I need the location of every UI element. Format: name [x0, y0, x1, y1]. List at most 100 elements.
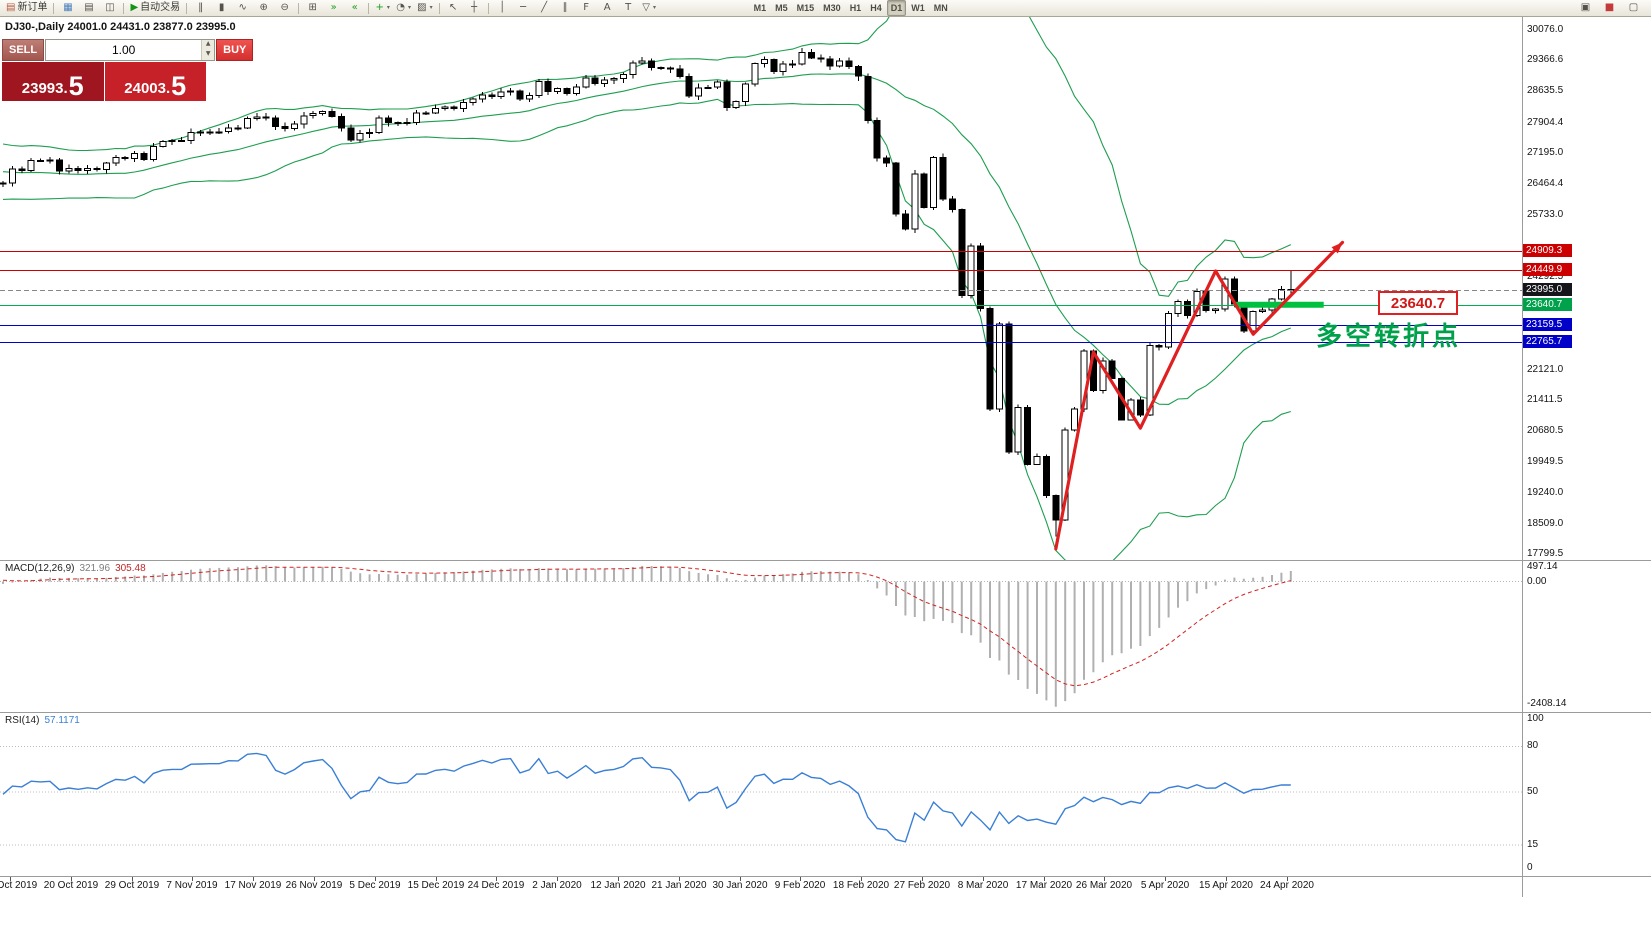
bar-chart-button[interactable]: ‖: [190, 0, 211, 17]
toolbar-separator: [487, 2, 489, 14]
auto-scroll-button[interactable]: »: [323, 0, 344, 17]
fibonacci-button[interactable]: F: [576, 0, 597, 17]
tile-windows-icon: ⊞: [308, 2, 317, 13]
text-label-button[interactable]: T: [618, 0, 639, 17]
toolbar-separator: [186, 2, 188, 14]
rsi-value: 57.1171: [44, 715, 80, 726]
price-tag-label: 23640.7: [1378, 291, 1458, 315]
toolbar: ▤ 新订单 ▦ ▤ ◫ ▶ 自动交易 ‖ ▮ ∿ ⊕ ⊖ ⊞» «+ ▾ ◔ ▾ ▨ ▾ ↖ ┼ │ ─ ╱ ∥ F A T ▽ ▾ M1 M…: [0, 0, 1651, 17]
new-order-label: 新订单: [17, 2, 48, 13]
buy-price-pip: 5: [171, 70, 187, 101]
dropdown-arrow-icon: ▾: [408, 4, 412, 11]
one-click-trading-panel: SELL ▲ ▼ BUY 23993.5 24003.5: [2, 39, 254, 101]
buy-price-dot: .: [166, 80, 171, 98]
auto-trading-button[interactable]: ▶ 自动交易: [127, 0, 183, 17]
sell-price-pip: 5: [68, 70, 84, 101]
add-indicator-button[interactable]: + ▾: [372, 0, 393, 17]
market-watch-icon: ▤: [84, 2, 94, 13]
candlestick-chart-button[interactable]: ▮: [211, 0, 232, 17]
rsi-pane-layer: [0, 745, 1522, 846]
charts-grid-button[interactable]: ▦: [57, 0, 78, 17]
toolbar-separator: [368, 2, 370, 14]
buy-price-whole: 24003: [124, 80, 166, 98]
templates-button[interactable]: ▨ ▾: [414, 0, 435, 17]
zoom-in-icon: ⊕: [259, 2, 268, 13]
auto-trading-label: 自动交易: [140, 2, 181, 13]
chart-shift-button[interactable]: «: [344, 0, 365, 17]
tile-windows-button[interactable]: ⊞: [302, 0, 323, 17]
rsi-name: RSI(14): [5, 715, 40, 726]
macd-main-value: 321.96: [79, 563, 111, 574]
crosshair-icon: ┼: [471, 2, 478, 13]
time-scale[interactable]: [0, 877, 1522, 897]
macd-label: MACD(12,26,9) 321.96 305.48: [5, 563, 146, 574]
arrow-tools-icon: ▽: [642, 2, 650, 13]
data-window-button[interactable]: ◫: [99, 0, 120, 17]
toolbar-separator: [298, 2, 300, 14]
sell-button[interactable]: SELL: [2, 39, 45, 61]
periods-icon: ◔: [396, 2, 406, 13]
macd-pane-layer: [0, 565, 1522, 707]
timeframe-m30[interactable]: M30: [823, 3, 841, 13]
main-pane-layer: [0, 17, 1522, 560]
text-button[interactable]: A: [597, 0, 618, 17]
timeframe-h4[interactable]: H4: [870, 3, 882, 13]
volume-up-button[interactable]: ▲: [202, 40, 215, 50]
settings-button[interactable]: ▢: [1623, 0, 1644, 17]
trendline-icon: ╱: [541, 2, 548, 13]
new-window-button[interactable]: ▣: [1575, 0, 1596, 17]
bar-chart-icon: ‖: [198, 2, 204, 13]
zoom-out-icon: ⊖: [280, 2, 289, 13]
zoom-out-button[interactable]: ⊖: [274, 0, 295, 17]
data-window-icon: ◫: [105, 2, 115, 13]
timeframe-d1[interactable]: D1: [886, 0, 907, 16]
timeframe-w1[interactable]: W1: [911, 3, 925, 13]
market-watch-button[interactable]: ▤: [78, 0, 99, 17]
rsi-label: RSI(14) 57.1171: [5, 715, 80, 726]
sell-price[interactable]: 23993. 5: [2, 62, 105, 101]
arrow-tools-button[interactable]: ▽ ▾: [639, 0, 660, 17]
zoom-in-button[interactable]: ⊕: [253, 0, 274, 17]
candles-layer: [0, 48, 1295, 537]
timeframe-m1[interactable]: M1: [753, 3, 767, 13]
sell-price-dot: .: [63, 80, 68, 98]
macd-name: MACD(12,26,9): [5, 563, 75, 574]
line-chart-button[interactable]: ∿: [232, 0, 253, 17]
equidistant-channel-icon: ∥: [562, 2, 568, 13]
turning-point-text: 多空转折点: [1316, 321, 1462, 351]
dropdown-arrow-icon: ▾: [652, 4, 656, 11]
periods-button[interactable]: ◔ ▾: [393, 0, 414, 17]
sell-price-whole: 23993: [21, 80, 64, 98]
templates-icon: ▨: [417, 2, 427, 13]
new-order-button[interactable]: ▤ 新订单: [3, 0, 50, 17]
buy-button[interactable]: BUY: [216, 39, 254, 61]
alert-button[interactable]: ■: [1599, 0, 1620, 17]
volume-input[interactable]: [46, 40, 202, 60]
alert-icon: ■: [1604, 2, 1615, 13]
cursor-button[interactable]: ↖: [443, 0, 464, 17]
new-order-icon: ▤: [6, 2, 16, 13]
toolbar-separator: [438, 2, 440, 14]
dropdown-arrow-icon: ▾: [386, 4, 390, 11]
crosshair-button[interactable]: ┼: [464, 0, 485, 17]
timeframe-m5[interactable]: M5: [775, 3, 788, 13]
timeframe-h1[interactable]: H1: [849, 3, 862, 13]
buy-price[interactable]: 24003. 5: [104, 62, 206, 101]
candlestick-chart-icon: ▮: [218, 2, 225, 13]
cursor-icon: ↖: [448, 2, 458, 13]
toolbar-separator: [53, 2, 55, 14]
price-scale[interactable]: [1522, 17, 1651, 897]
vertical-line-button[interactable]: │: [492, 0, 513, 17]
timeframe-group: M1 M5 M15 M30 H1 H4 D1 W1 MN: [750, 0, 952, 16]
volume-down-button[interactable]: ▼: [202, 50, 215, 60]
timeframe-mn[interactable]: MN: [933, 3, 948, 13]
toolbar-separator: [123, 2, 125, 14]
equidistant-channel-button[interactable]: ∥: [555, 0, 576, 17]
horizontal-line-button[interactable]: ─: [513, 0, 534, 17]
trendline-button[interactable]: ╱: [534, 0, 555, 17]
pane-separators: [0, 17, 1651, 897]
auto-trading-play-icon: ▶: [130, 2, 139, 13]
text-label-icon: T: [625, 2, 632, 13]
timeframe-m15[interactable]: M15: [796, 3, 815, 13]
